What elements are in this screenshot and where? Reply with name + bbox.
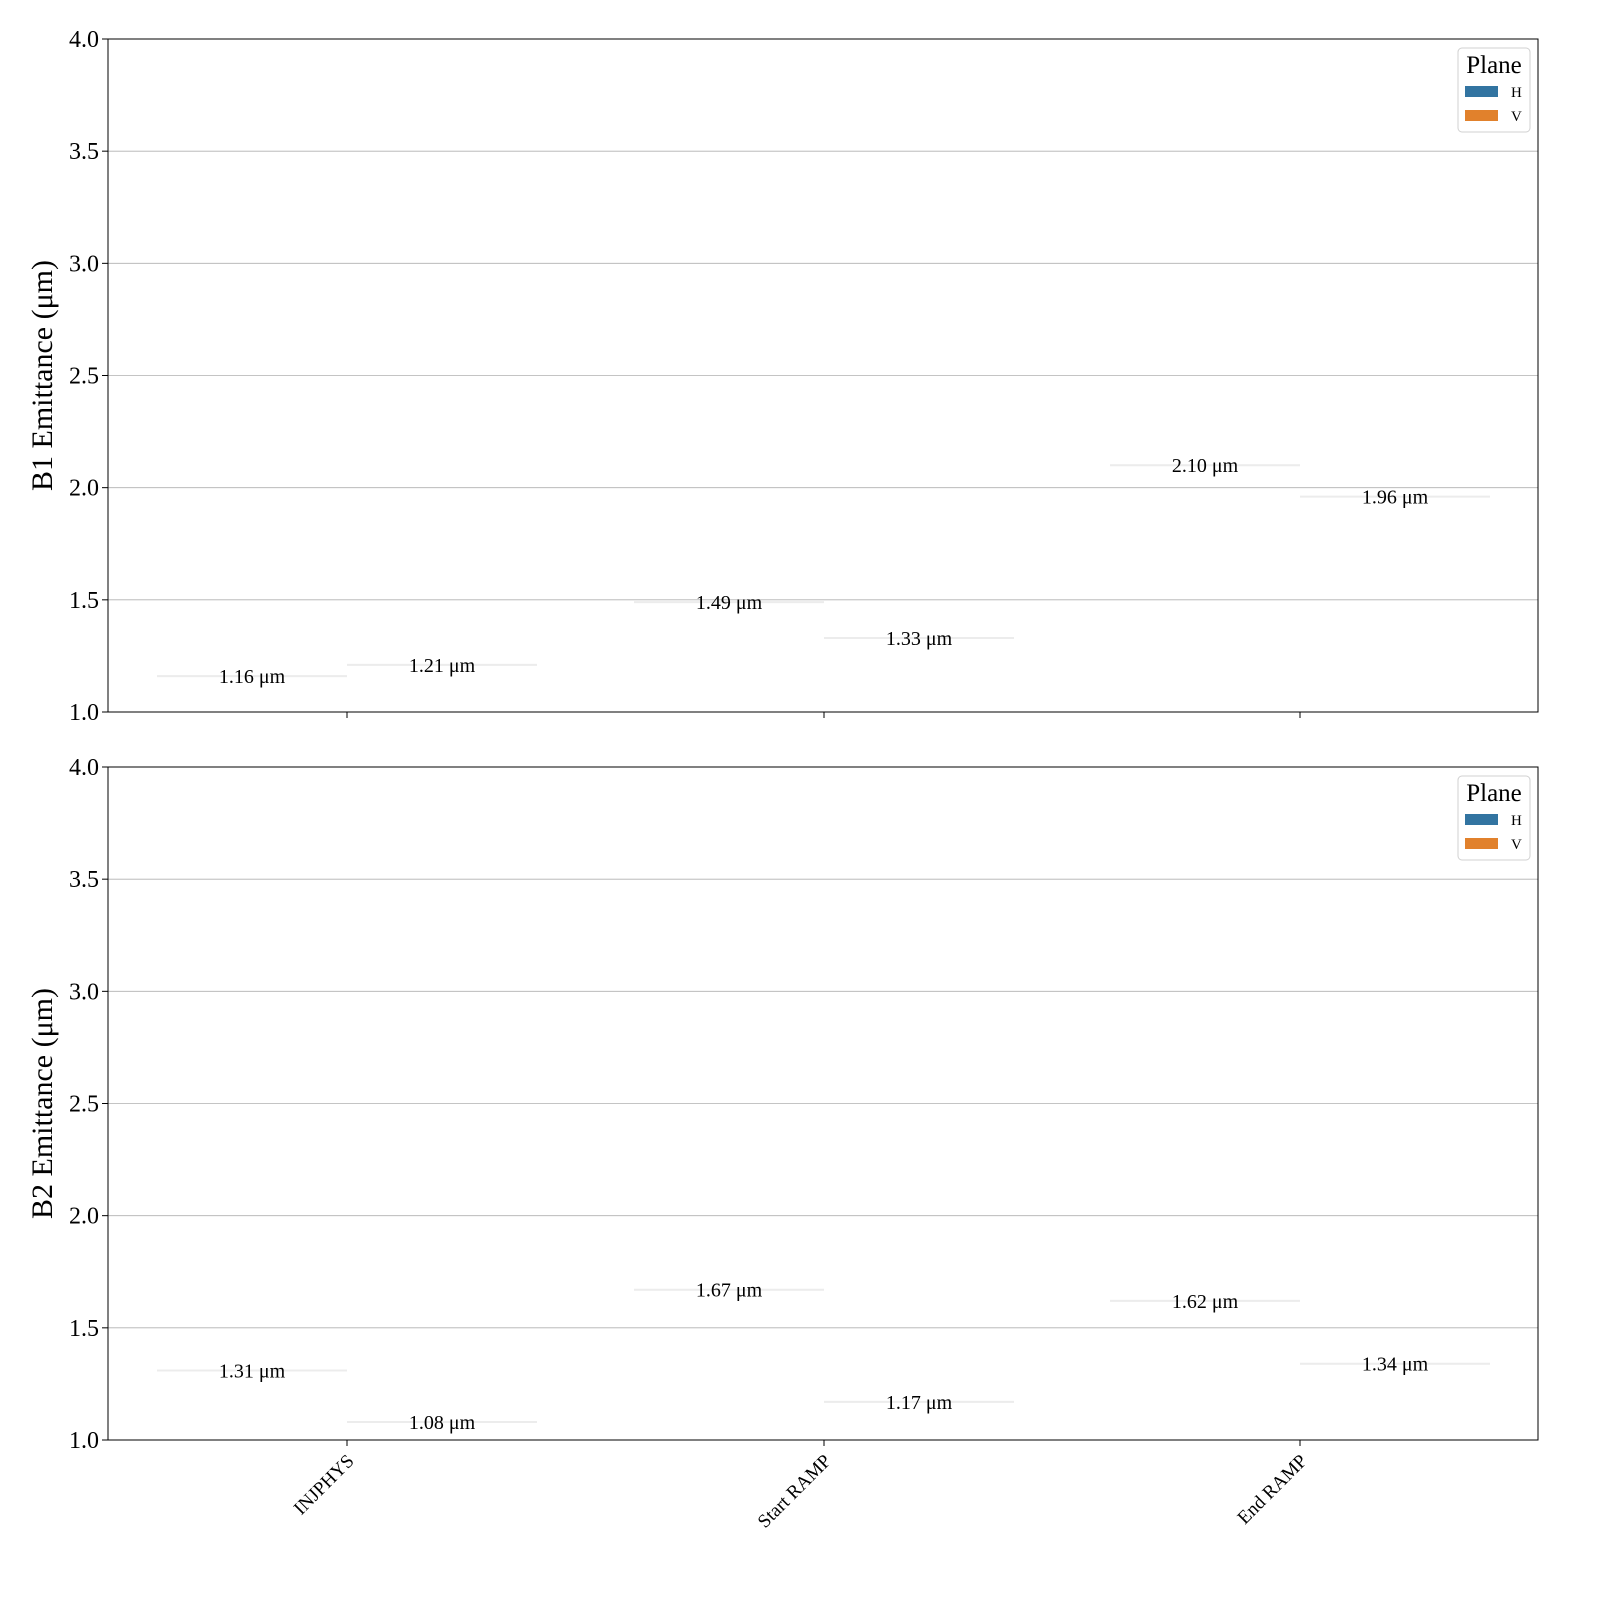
data-label: 1.21 μm <box>409 655 476 677</box>
y-tick-label: 2.5 <box>69 364 99 390</box>
data-label: 1.33 μm <box>886 628 953 650</box>
y-tick-label: 1.0 <box>69 1428 99 1454</box>
y-tick-label: 3.0 <box>69 979 99 1005</box>
y-tick-label: 4.0 <box>69 27 99 53</box>
y-tick-label: 4.0 <box>69 755 99 781</box>
data-label: 2.10 μm <box>1172 455 1239 477</box>
legend-label: H <box>1511 813 1522 829</box>
y-tick-label: 1.5 <box>69 1316 99 1342</box>
panel-1: 1.0 1.5 2.0 2.5 3.0 3.5 4.0 B1 Emittance (μm) 1.… <box>26 27 1539 726</box>
axes-frame <box>107 38 1539 713</box>
legend: Plane HV <box>1457 775 1531 861</box>
x-tick-label: INJPHYS <box>290 1451 359 1520</box>
legend-label: V <box>1511 109 1522 125</box>
y-tick-label: 2.0 <box>69 476 99 502</box>
x-tick-label: End RAMP <box>1234 1451 1312 1529</box>
y-tick-label: 2.5 <box>69 1092 99 1118</box>
y-tick-label: 3.5 <box>69 139 99 165</box>
y-axis-label: B1 Emittance (μm) <box>26 260 59 491</box>
legend-title: Plane <box>1466 780 1522 807</box>
legend-label: H <box>1511 85 1522 101</box>
y-tick-label: 3.0 <box>69 251 99 277</box>
legend-swatch-V <box>1465 110 1498 121</box>
y-tick-label: 1.0 <box>69 700 99 726</box>
data-label: 1.17 μm <box>886 1392 953 1414</box>
panel-2: 1.0 1.5 2.0 2.5 3.0 3.5 4.0 B2 Emittance (μm) IN… <box>26 755 1539 1533</box>
legend-swatch-H <box>1465 814 1498 825</box>
data-label: 1.67 μm <box>696 1280 763 1302</box>
data-label: 1.08 μm <box>409 1412 476 1434</box>
data-label: 1.31 μm <box>219 1360 286 1382</box>
data-label: 1.16 μm <box>219 666 286 688</box>
data-label: 1.34 μm <box>1362 1354 1429 1376</box>
data-label: 1.62 μm <box>1172 1291 1239 1313</box>
y-tick-label: 3.5 <box>69 867 99 893</box>
legend-title: Plane <box>1466 52 1522 79</box>
y-axis-label: B2 Emittance (μm) <box>26 988 59 1219</box>
legend-label: V <box>1511 837 1522 853</box>
legend-swatch-H <box>1465 86 1498 97</box>
data-label: 1.96 μm <box>1362 487 1429 509</box>
legend-swatch-V <box>1465 838 1498 849</box>
x-tick-label: Start RAMP <box>754 1451 836 1533</box>
axes-frame <box>107 766 1539 1441</box>
y-tick-label: 2.0 <box>69 1204 99 1230</box>
legend: Plane HV <box>1457 47 1531 133</box>
data-label: 1.49 μm <box>696 592 763 614</box>
y-tick-label: 1.5 <box>69 588 99 614</box>
